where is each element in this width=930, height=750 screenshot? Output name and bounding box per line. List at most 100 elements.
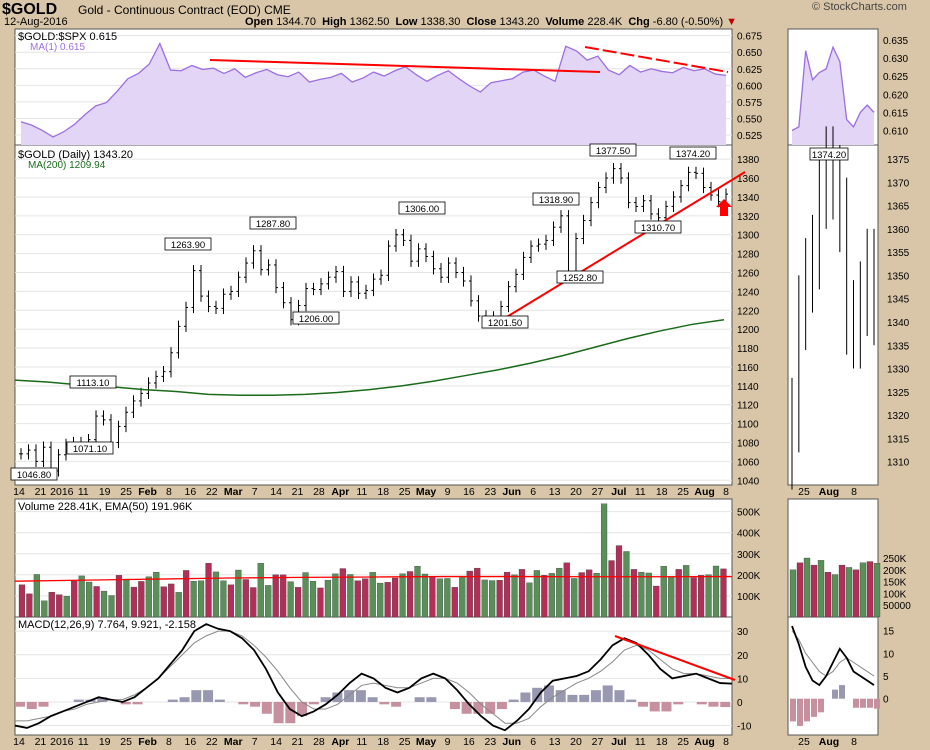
x-tick-label-bottom: 22 [206, 736, 218, 748]
macd-panel [14, 616, 733, 736]
x-tick-label: 20 [570, 486, 582, 498]
volume-bar [511, 574, 518, 618]
ratio-inset-line [791, 45, 875, 132]
macd-inset-histogram-bar [818, 698, 824, 713]
volume-bar [571, 578, 578, 618]
price-annotation-label: 1252.80 [563, 273, 597, 284]
macd-histogram-bar [614, 690, 625, 702]
volume-bar [451, 587, 458, 618]
x-tick-label-bottom: 7 [252, 736, 258, 748]
x-tick-label-bottom: 25 [677, 736, 689, 748]
price-annotation-box [556, 270, 604, 284]
price-tick-label: 1300 [737, 231, 760, 242]
volume-bar [720, 568, 727, 618]
ratio-title: $GOLD:$SPX 0.615 [18, 31, 117, 43]
macd-histogram-bar [320, 697, 331, 702]
volume-bar [421, 573, 429, 618]
x-tick-label-bottom: Aug [694, 736, 714, 748]
x-tick-label-bottom: 11 [635, 736, 646, 748]
macd-histogram-bar [285, 701, 296, 724]
x-tick-label-bottom: Mar [224, 736, 243, 748]
x-tick-label-bottom: 9 [445, 736, 451, 748]
x-tick-label: 6 [530, 486, 536, 498]
x-tick-label-bottom: 13 [549, 736, 561, 748]
volume-bar [600, 503, 608, 618]
volume-bar [377, 582, 384, 618]
ratio-tick-label: 0.650 [737, 48, 762, 59]
volume-bar [705, 574, 712, 618]
volume-bar [384, 582, 391, 618]
price-tick-label: 1220 [737, 306, 760, 317]
price-annotation-box [669, 146, 717, 160]
volume-bar [630, 569, 638, 618]
volume-bar [429, 576, 436, 618]
macd-histogram-bar [332, 692, 343, 702]
price-inset-tick: 1320 [887, 411, 910, 422]
volume-bar [518, 569, 526, 618]
x-tick-label-bottom: 14 [270, 736, 282, 748]
x-tick-label: 19 [99, 486, 111, 498]
x-tick-label: Feb [138, 486, 157, 498]
volume-bar [257, 563, 264, 618]
x-tick-label: May [416, 486, 437, 498]
price-annotation-box [481, 315, 529, 329]
x-tick-label-bottom: 21 [35, 736, 47, 748]
x-tick-label: 28 [313, 486, 325, 498]
macd-inset-histogram-bar [853, 698, 859, 708]
x-tick-label-bottom: 21 [292, 736, 304, 748]
volume-inset-tick: 150K [883, 578, 907, 589]
volume-bar [324, 579, 332, 618]
volume-bar [466, 570, 473, 618]
macd-histogram-bar [461, 701, 472, 714]
volume-bar [556, 567, 563, 618]
macd-histogram-bar [637, 701, 648, 707]
price-tick-label: 1380 [737, 155, 760, 166]
brand-logo: © StockCharts.com [812, 1, 907, 13]
volume-bar [183, 570, 190, 618]
price-annotation-label: 1377.50 [596, 146, 630, 157]
price-inset-annotation: 1374.20 [812, 150, 846, 161]
volume-bar [339, 568, 346, 618]
x-tick-label-bottom: 20 [570, 736, 582, 748]
price-annotation-box [634, 220, 682, 234]
x-tick-label: 8 [166, 486, 172, 498]
macd-histogram-bar [449, 701, 460, 710]
volume-bar [160, 586, 167, 618]
volume-tick-label: 500K [737, 508, 761, 519]
price-tick-label: 1200 [737, 325, 760, 336]
symbol-title: $GOLD [2, 1, 58, 18]
x-tick-label-bottom: 11 [78, 736, 89, 748]
volume-inset-bar [817, 560, 825, 618]
volume-bar [586, 569, 593, 618]
ratio-inset-tick: 0.610 [883, 127, 908, 138]
price-annotation-box [532, 192, 580, 206]
price-annotation-box [589, 143, 637, 157]
volume-bar [697, 575, 705, 618]
macd-histogram-bar [485, 701, 496, 714]
volume-bar [347, 574, 354, 618]
macd-signal-line [15, 630, 733, 724]
volume-ema-line [14, 575, 733, 582]
ratio-inset-tick: 0.635 [883, 36, 908, 47]
volume-bar [250, 587, 257, 618]
x-tick-label-bottom: 28 [313, 736, 325, 748]
macd-histogram-bar [250, 701, 261, 707]
volume-bar [130, 586, 137, 618]
x-tick-label: Apr [331, 486, 349, 498]
volume-bar [548, 573, 555, 618]
macd-histogram-bar [273, 701, 284, 724]
macd-tick-label: 10 [737, 674, 749, 685]
macd-histogram-bar [720, 701, 731, 708]
volume-bar [541, 575, 548, 618]
price-tick-label: 1080 [737, 439, 760, 450]
price-tick-label: 1060 [737, 457, 760, 468]
price-annotation-label: 1046.80 [17, 470, 51, 481]
x-tick-label: 27 [592, 486, 604, 498]
ratio-inset-tick: 0.615 [883, 108, 908, 119]
volume-bar [660, 566, 667, 618]
ratio-tick-label: 0.625 [737, 65, 762, 76]
price-annotation-label: 1071.10 [73, 444, 107, 455]
x-tick-label-bottom: 8 [723, 736, 729, 748]
macd-tick-label: -10 [737, 722, 752, 733]
price-inset-tick: 1330 [887, 365, 910, 376]
